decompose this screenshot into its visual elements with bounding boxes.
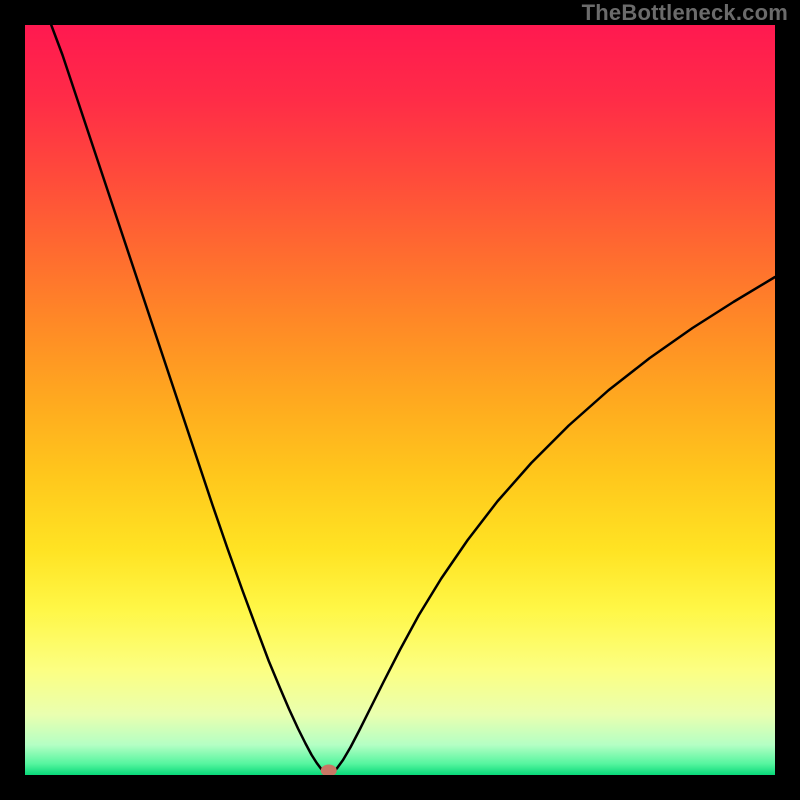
watermark-label: TheBottleneck.com: [582, 0, 788, 26]
gradient-background: [25, 25, 775, 775]
plot-area: [25, 25, 775, 775]
chart-container: TheBottleneck.com: [0, 0, 800, 800]
